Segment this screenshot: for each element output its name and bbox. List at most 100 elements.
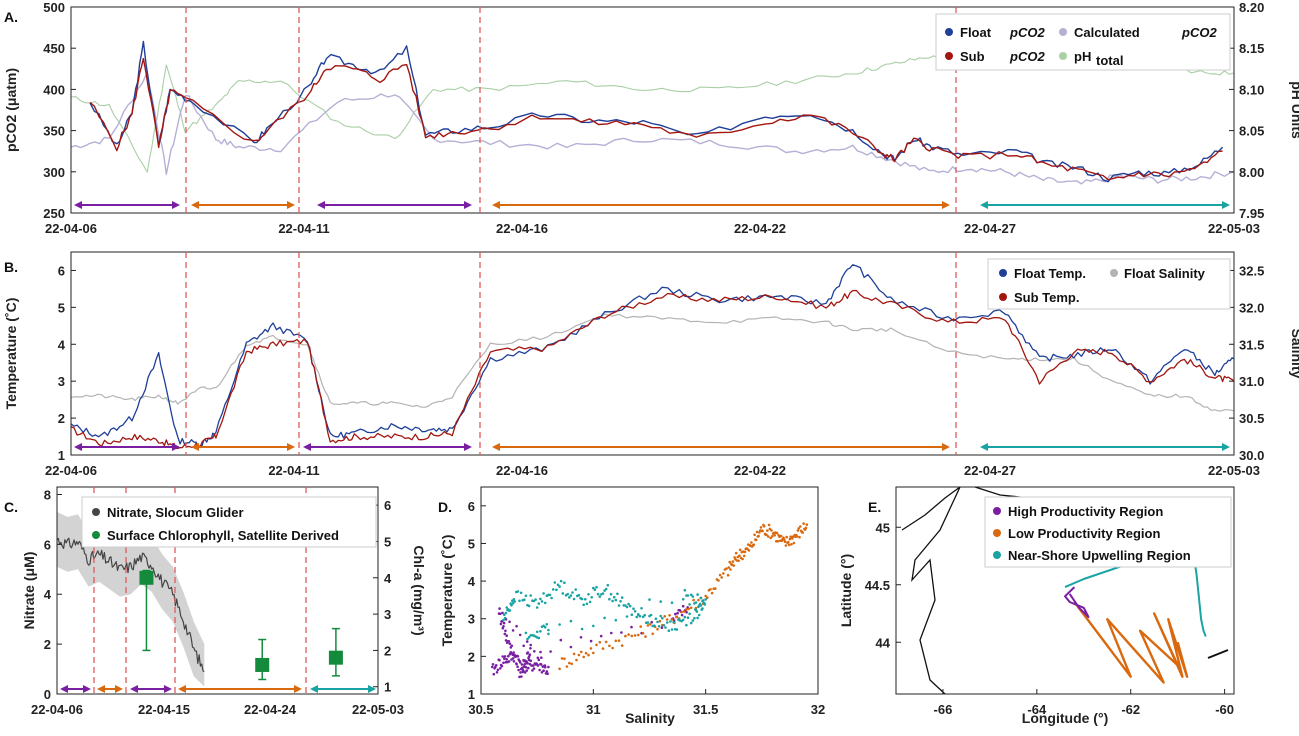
- scatter-point: [783, 540, 787, 543]
- scatter-point: [508, 642, 512, 646]
- scatter-point: [727, 566, 731, 569]
- scatter-point: [697, 613, 701, 617]
- legend-low: Low Productivity Region: [1008, 526, 1160, 541]
- scatter-point: [603, 589, 606, 592]
- scatter-point: [630, 613, 634, 616]
- scatter-point: [574, 588, 577, 591]
- scatter-point: [584, 651, 588, 655]
- scatter-point: [743, 550, 747, 554]
- y2-tick-label: 30.0: [1239, 448, 1264, 463]
- legend-ph: pH: [1074, 49, 1091, 64]
- y-axis-label: Temperature (˚C): [439, 535, 455, 647]
- scatter-point: [558, 667, 561, 671]
- panel-d: D. 30.5 31 31.5 32 1 2 3 4 5 6 Salinity Temperature …: [438, 486, 825, 726]
- legend-marker-chl: [92, 531, 100, 539]
- scatter-point: [595, 643, 598, 647]
- scatter-point: [795, 535, 799, 538]
- x-tick-label: 22-04-27: [964, 221, 1016, 236]
- panel-e: E. -66 -64 -62 -60 44 44.5 45 Longitude (°) Latit…: [838, 486, 1235, 726]
- scatter-point: [511, 629, 515, 632]
- scatter-point: [548, 593, 552, 597]
- scatter-point: [624, 634, 627, 638]
- scatter-point: [737, 559, 740, 563]
- x-tick-label: 22-04-11: [268, 463, 319, 478]
- y2-tick-label: 30.5: [1239, 411, 1264, 426]
- x-tick-label: 31.5: [693, 702, 718, 717]
- arrow-head: [368, 685, 376, 693]
- scatter-point: [559, 638, 563, 642]
- scatter-point: [510, 644, 514, 648]
- scatter-point: [633, 634, 637, 637]
- y-tick-label: 4: [468, 574, 476, 589]
- scatter-point: [582, 603, 585, 607]
- scatter-point: [505, 606, 509, 609]
- scatter-point: [663, 615, 666, 618]
- scatter-point: [529, 643, 532, 647]
- scatter-point: [569, 594, 573, 597]
- scatter-point: [527, 666, 530, 670]
- scatter-point: [680, 613, 684, 617]
- y2-tick-label: 8.20: [1239, 0, 1264, 15]
- scatter-point: [669, 620, 672, 623]
- y-tick-label: 0: [44, 687, 51, 702]
- scatter-point: [620, 631, 623, 634]
- x-tick-label: 22-04-06: [45, 463, 97, 478]
- scatter-point: [651, 632, 654, 636]
- scatter-point: [754, 538, 758, 542]
- y-axis-label: Temperature (˚C): [3, 298, 19, 410]
- scatter-point: [536, 664, 540, 667]
- arrow-head: [492, 443, 500, 451]
- y-tick-label: 4: [44, 587, 52, 602]
- arrow-head: [130, 685, 138, 693]
- scatter-point: [539, 650, 542, 654]
- y2-tick-label: 1: [384, 680, 391, 695]
- scatter-point: [513, 600, 516, 603]
- scatter-point: [790, 543, 793, 546]
- arrow-head: [74, 201, 82, 209]
- scatter-point: [665, 618, 669, 621]
- y2-tick-label: 8.15: [1239, 41, 1264, 56]
- scatter-point: [697, 598, 700, 602]
- arrow-head: [172, 443, 180, 451]
- scatter-point: [635, 615, 638, 619]
- y2-tick-label: 6: [384, 498, 391, 513]
- scatter-point: [540, 656, 543, 659]
- scatter-point: [620, 596, 624, 599]
- scatter-point: [688, 603, 691, 606]
- scatter-point: [526, 651, 530, 654]
- arrow-head: [97, 685, 105, 693]
- scatter-point: [568, 596, 571, 599]
- arrow-head: [942, 443, 950, 451]
- scatter-point: [542, 669, 545, 672]
- x-tick-label: 22-05-03: [1208, 463, 1260, 478]
- scatter-point: [771, 535, 774, 538]
- scatter-point: [685, 611, 688, 614]
- y2-tick-label: 7.95: [1239, 206, 1264, 221]
- scatter-point: [580, 597, 584, 601]
- scatter-point: [589, 647, 593, 650]
- scatter-point: [782, 536, 785, 539]
- y-tick-label: 5: [58, 300, 65, 315]
- x-axis-label: Salinity: [625, 710, 675, 726]
- scatter-point: [595, 585, 598, 589]
- scatter-point: [798, 535, 801, 539]
- panel-label: B.: [4, 259, 18, 275]
- scatter-point: [717, 579, 720, 582]
- y2-axis-label: Chl-a (mg/m³): [411, 545, 427, 635]
- scatter-point: [558, 623, 561, 626]
- scatter-point: [637, 613, 640, 616]
- y-tick-label: 500: [43, 0, 65, 15]
- scatter-point: [701, 607, 704, 610]
- scatter-point: [592, 651, 595, 655]
- scatter-point: [508, 609, 512, 612]
- legend-pco2: pCO2: [1009, 25, 1045, 40]
- scatter-point: [542, 592, 545, 595]
- scatter-point: [670, 601, 674, 604]
- arrow-head: [942, 201, 950, 209]
- scatter-point: [714, 587, 717, 590]
- scatter-point: [767, 535, 770, 538]
- scatter-point: [752, 543, 756, 546]
- y2-tick-label: 2: [384, 643, 391, 658]
- y2-tick-label: 3: [384, 607, 391, 622]
- y-tick-label: 6: [58, 263, 65, 278]
